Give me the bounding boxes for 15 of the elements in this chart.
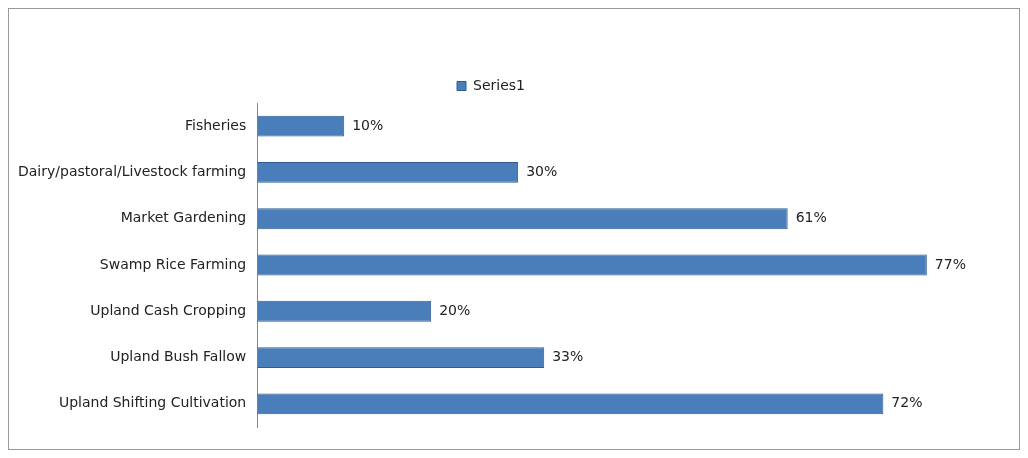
y-tick-label: Fisheries xyxy=(184,116,247,133)
data-label: 30% xyxy=(526,163,558,180)
y-tick-label: Upland Shifting Cultivation xyxy=(58,394,247,411)
y-tick-label: Upland Cash Cropping xyxy=(90,301,247,318)
data-label: 33% xyxy=(552,348,584,365)
data-label: 10% xyxy=(352,116,384,133)
legend-label: Series1 xyxy=(473,76,525,93)
y-tick-label: Dairy/pastoral/Livestock farming xyxy=(17,163,247,180)
data-label: 20% xyxy=(439,301,471,318)
data-label: 61% xyxy=(795,209,827,226)
y-tick-label: Upland Bush Fallow xyxy=(110,348,247,365)
y-tick-label: Swamp Rice Farming xyxy=(99,255,247,272)
data-label: 72% xyxy=(891,394,923,411)
data-label: 77% xyxy=(934,255,966,272)
y-tick-label: Market Gardening xyxy=(120,209,247,226)
